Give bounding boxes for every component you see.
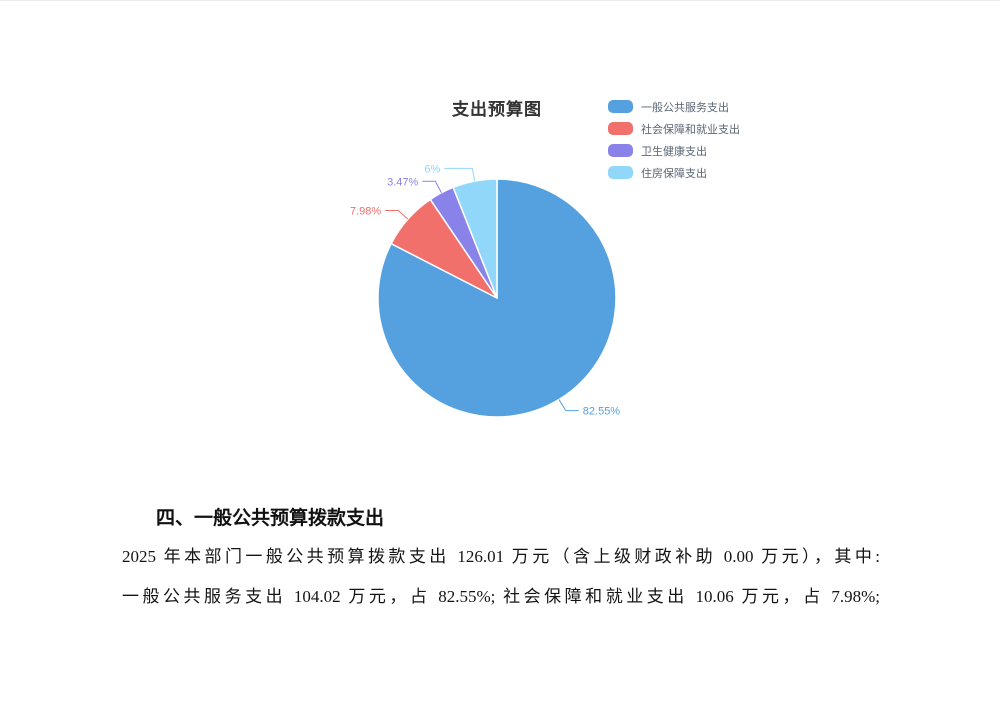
pie-label-line: [444, 167, 476, 182]
pie-label-line: [385, 209, 409, 220]
pie-slice-label: 7.98%: [350, 205, 381, 217]
legend-item[interactable]: 住房保障支出: [608, 166, 740, 180]
pie-slice-label: 6%: [424, 163, 440, 175]
pie-slice[interactable]: [452, 178, 498, 299]
pie-chart-svg: 82.55% 7.98% 3.47% 6%: [350, 163, 621, 418]
legend-item-label: 社会保障和就业支出: [641, 123, 740, 136]
pie-label-line: [558, 399, 579, 412]
legend-item-label: 卫生健康支出: [641, 145, 707, 158]
pie-label-line: [422, 180, 442, 194]
legend-item[interactable]: 卫生健康支出: [608, 144, 740, 158]
legend-item[interactable]: 社会保障和就业支出: [608, 122, 740, 136]
paragraph-line-1: 2025 年本部门一般公共预算拨款支出 126.01 万元（含上级财政补助 0.…: [122, 547, 880, 566]
legend-item-label: 一般公共服务支出: [641, 101, 729, 114]
legend-swatch-icon: [608, 100, 633, 113]
legend-item[interactable]: 一般公共服务支出: [608, 100, 740, 114]
legend-item-label: 住房保障支出: [641, 167, 707, 180]
section-four: 四、一般公共预算拨款支出 2025 年本部门一般公共预算拨款支出 126.01 …: [122, 507, 880, 610]
legend-swatch-icon: [608, 122, 633, 135]
legend-swatch-icon: [608, 144, 633, 157]
pie-slice-label: 82.55%: [583, 406, 621, 418]
paragraph-line-2: 一般公共服务支出 104.02 万元，占 82.55%; 社会保障和就业支出 1…: [122, 587, 880, 606]
pie-slice-label: 3.47%: [387, 176, 418, 188]
chart-title: 支出预算图: [452, 100, 542, 119]
chart-legend: 一般公共服务支出 社会保障和就业支出 卫生健康支出 住房保障支出: [608, 100, 740, 188]
section-heading: 四、一般公共预算拨款支出: [156, 508, 385, 529]
legend-swatch-icon: [608, 166, 633, 179]
